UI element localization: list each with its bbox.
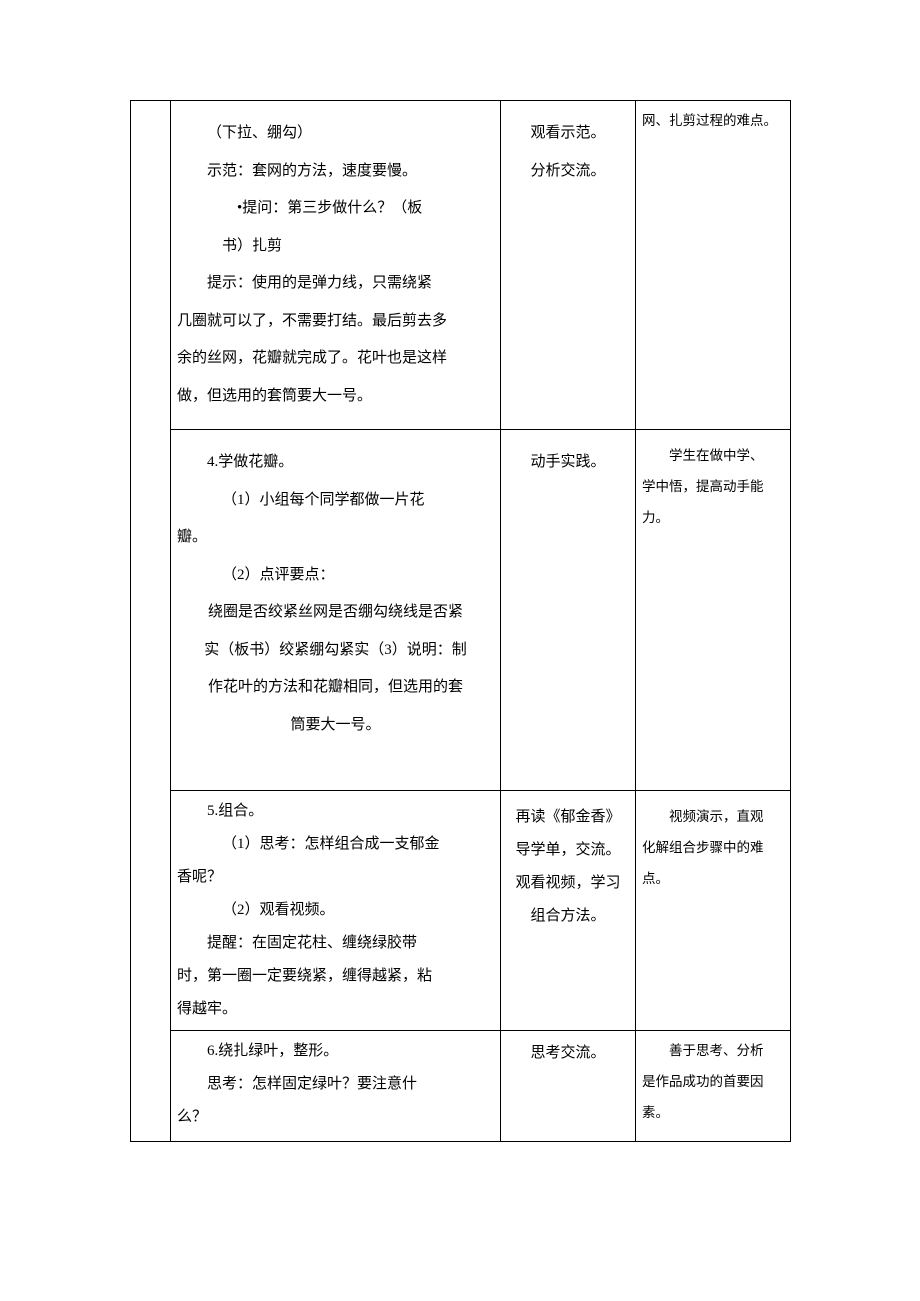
text-line: 几圈就可以了，不需要打结。最后剪去多 — [177, 303, 494, 341]
text-line: 再读《郁金香》 — [507, 801, 629, 834]
teacher-activity-cell: 6.绕扎绿叶，整形。 思考：怎样固定绿叶？要注意什 么？ — [171, 1031, 501, 1142]
teacher-activity-cell: 4.学做花瓣。 （1）小组每个同学都做一片花 瓣。 （2）点评要点： 绕圈是否绞… — [171, 430, 501, 791]
text-line: 5.组合。 — [177, 795, 494, 828]
text-line: 作花叶的方法和花瓣相同，但选用的套 — [177, 669, 494, 707]
teacher-activity-cell: 5.组合。 （1）思考：怎样组合成一支郁金 香呢？ （2）观看视频。 提醒：在固… — [171, 791, 501, 1031]
text-line: •提问：第三步做什么？（板 — [177, 190, 494, 228]
text-line: 素。 — [642, 1097, 784, 1128]
text-line: 时，第一圈一定要绕紧，缠得越紧，粘 — [177, 960, 494, 993]
text-line: 学生在做中学、 — [642, 440, 784, 471]
design-intent-cell: 网、扎剪过程的难点。 — [636, 101, 791, 430]
text-line: 香呢？ — [177, 861, 494, 894]
text-line: 是作品成功的首要因 — [642, 1066, 784, 1097]
text-line: 思考交流。 — [507, 1035, 629, 1073]
text-line: （1）思考：怎样组合成一支郁金 — [177, 828, 494, 861]
text-line: 组合方法。 — [507, 900, 629, 933]
text-line: 善于思考、分析 — [642, 1035, 784, 1066]
design-intent-cell: 视频演示，直观 化解组合步骤中的难 点。 — [636, 791, 791, 1031]
text-line: 提醒：在固定花柱、缠绕绿胶带 — [177, 927, 494, 960]
text-line: 思考：怎样固定绿叶？要注意什 — [177, 1068, 494, 1101]
lesson-plan-table: （下拉、绷勾） 示范：套网的方法，速度要慢。 •提问：第三步做什么？（板 书）扎… — [130, 100, 791, 1142]
text-line: 分析交流。 — [507, 153, 629, 191]
text-line: 实（板书）绞紧绷勾紧实（3）说明：制 — [177, 632, 494, 670]
design-intent-cell: 学生在做中学、 学中悟，提高动手能 力。 — [636, 430, 791, 791]
text-line: 6.绕扎绿叶，整形。 — [177, 1035, 494, 1068]
table-row: 5.组合。 （1）思考：怎样组合成一支郁金 香呢？ （2）观看视频。 提醒：在固… — [131, 791, 791, 1031]
text-line: （2）观看视频。 — [177, 894, 494, 927]
text-line: 力。 — [642, 502, 784, 533]
text-line: 视频演示，直观 — [642, 801, 784, 832]
design-intent-cell: 善于思考、分析 是作品成功的首要因 素。 — [636, 1031, 791, 1142]
text-line: 学中悟，提高动手能 — [642, 471, 784, 502]
text-line: 4.学做花瓣。 — [177, 444, 494, 482]
text-line: 点。 — [642, 863, 784, 894]
text-line: 余的丝网，花瓣就完成了。花叶也是这样 — [177, 340, 494, 378]
text-line: （下拉、绷勾） — [177, 115, 494, 153]
student-activity-cell: 动手实践。 — [501, 430, 636, 791]
text-line: 示范：套网的方法，速度要慢。 — [177, 153, 494, 191]
text-line: 提示：使用的是弹力线，只需绕紧 — [177, 265, 494, 303]
text-line: 做，但选用的套筒要大一号。 — [177, 378, 494, 416]
text-line: 书）扎剪 — [177, 228, 494, 266]
table-row: （下拉、绷勾） 示范：套网的方法，速度要慢。 •提问：第三步做什么？（板 书）扎… — [131, 101, 791, 430]
student-activity-cell: 再读《郁金香》 导学单，交流。 观看视频，学习 组合方法。 — [501, 791, 636, 1031]
text-line: 得越牢。 — [177, 993, 494, 1026]
text-line: 瓣。 — [177, 519, 494, 557]
stage-cell — [131, 101, 171, 1142]
text-line: 观看示范。 — [507, 115, 629, 153]
text-line: 网、扎剪过程的难点。 — [642, 105, 784, 136]
text-line: 绕圈是否绞紧丝网是否绷勾绕线是否紧 — [177, 594, 494, 632]
text-line: 筒要大一号。 — [177, 707, 494, 745]
table-row: 4.学做花瓣。 （1）小组每个同学都做一片花 瓣。 （2）点评要点： 绕圈是否绞… — [131, 430, 791, 791]
text-line: 动手实践。 — [507, 444, 629, 482]
text-line: （2）点评要点： — [177, 557, 494, 595]
page-container: （下拉、绷勾） 示范：套网的方法，速度要慢。 •提问：第三步做什么？（板 书）扎… — [0, 0, 920, 1301]
student-activity-cell: 观看示范。 分析交流。 — [501, 101, 636, 430]
text-line: 么？ — [177, 1101, 494, 1134]
text-line: 化解组合步骤中的难 — [642, 832, 784, 863]
teacher-activity-cell: （下拉、绷勾） 示范：套网的方法，速度要慢。 •提问：第三步做什么？（板 书）扎… — [171, 101, 501, 430]
text-line: （1）小组每个同学都做一片花 — [177, 482, 494, 520]
text-line: 观看视频，学习 — [507, 867, 629, 900]
student-activity-cell: 思考交流。 — [501, 1031, 636, 1142]
table-row: 6.绕扎绿叶，整形。 思考：怎样固定绿叶？要注意什 么？ 思考交流。 善于思考、… — [131, 1031, 791, 1142]
text-line: 导学单，交流。 — [507, 834, 629, 867]
